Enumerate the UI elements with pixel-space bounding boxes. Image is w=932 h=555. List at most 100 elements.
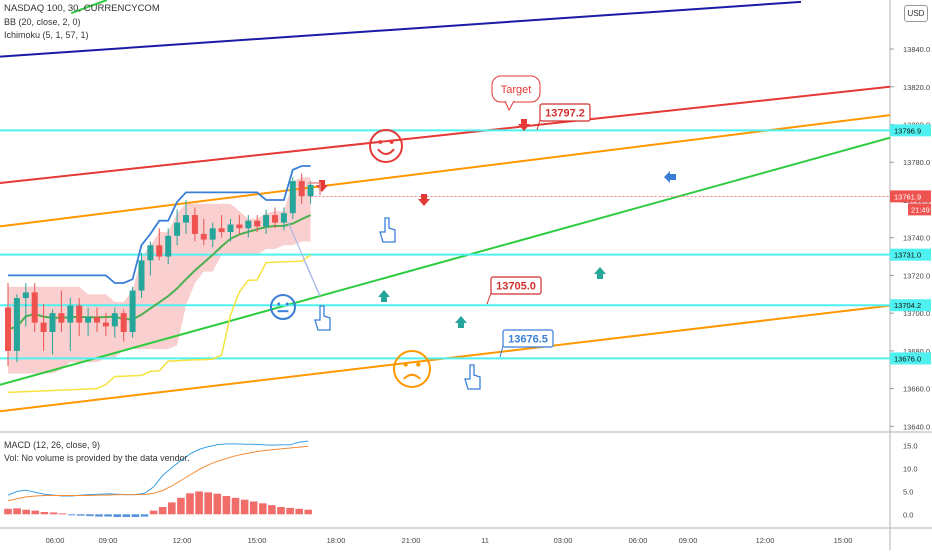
macd-histogram-bar	[131, 514, 140, 518]
neutral-face-icon-part	[285, 302, 289, 306]
macd-histogram-bar	[13, 508, 21, 515]
time-tick-label: 12:00	[756, 536, 775, 545]
time-tick-label: 03:00	[554, 536, 573, 545]
macd-histogram-bar	[186, 493, 194, 515]
macd-histogram-bar	[113, 514, 121, 518]
candle-body	[174, 222, 181, 236]
target-bubble-tail	[504, 100, 515, 112]
callout-pointer	[499, 345, 504, 358]
callout-pointer	[486, 292, 492, 305]
currency-button[interactable]: USD	[904, 5, 928, 22]
down-arrow-icon	[418, 194, 430, 206]
macd-histogram-bar	[49, 512, 58, 515]
price-tick-label: 13720.0	[903, 271, 930, 280]
bb-indicator-label[interactable]: BB (20, close, 2, 0)	[4, 17, 81, 27]
price-tick-label: 13840.0	[903, 45, 930, 54]
candle-body	[307, 184, 314, 197]
happy-face-icon-part	[378, 140, 383, 144]
up-arrow-icon	[378, 290, 390, 302]
left-arrow-icon	[664, 171, 676, 183]
candle-body	[147, 245, 154, 261]
macd-histogram-bar	[286, 507, 294, 515]
down-arrow-icon	[518, 119, 530, 131]
price-tick-label: 13660.0	[903, 385, 930, 394]
bollinger-lower-band	[7, 254, 312, 394]
last-price-label: 13761.9	[894, 192, 921, 201]
candle-body	[263, 215, 270, 227]
macd-histogram-bar	[58, 513, 67, 515]
macd-signal-line	[7, 445, 309, 502]
macd-histogram-bar	[168, 502, 176, 515]
trend-line-orange-upper	[0, 114, 891, 228]
neutral-face-icon-part	[270, 294, 296, 320]
candle-body	[120, 313, 127, 333]
price-tick-label: 13740.0	[903, 234, 930, 243]
candle-body	[22, 292, 29, 299]
macd-histogram-bar	[95, 514, 103, 517]
level-axis-tag	[890, 124, 931, 137]
trend-line-red	[0, 85, 891, 184]
candle-body	[49, 313, 56, 333]
macd-histogram-bar	[31, 510, 40, 515]
level-axis-tag	[890, 352, 931, 365]
candle-body	[94, 316, 100, 323]
up-arrow-icon	[455, 316, 467, 328]
macd-histogram-bar	[40, 512, 49, 515]
macd-histogram-bar	[140, 514, 149, 517]
candle-body	[165, 235, 172, 257]
candle-body	[13, 298, 20, 351]
time-tick-label: 11	[481, 536, 489, 545]
candle-body	[31, 292, 38, 323]
level-axis-tag	[890, 299, 931, 312]
macd-histogram-bar	[240, 499, 249, 515]
macd-indicator-label[interactable]: MACD (12, 26, close, 9)	[4, 440, 101, 450]
time-tick-label: 06:00	[46, 536, 65, 545]
candle-body	[85, 316, 92, 323]
candle-body	[40, 322, 47, 333]
macd-histogram-bar	[86, 514, 94, 517]
candle-body	[111, 313, 118, 327]
happy-face-icon-part	[369, 129, 403, 163]
candle-body	[183, 215, 189, 223]
level-axis-label: 13796.9	[894, 126, 921, 135]
price-tick-label: 13820.0	[903, 83, 930, 92]
level-axis-label: 13676.0	[894, 354, 921, 363]
bollinger-upper-band	[8, 165, 311, 284]
plot-background	[0, 0, 890, 528]
candle-body	[76, 305, 83, 323]
macd-histogram-bar	[222, 496, 231, 515]
surprised-face-icon	[393, 350, 431, 388]
macd-histogram-bar	[295, 508, 303, 515]
projection-line	[304, 261, 321, 297]
macd-histogram-bar	[195, 491, 203, 515]
macd-histogram-bar	[204, 492, 212, 515]
candle-body	[298, 181, 305, 197]
price-tick-label: 13640.0	[903, 422, 930, 431]
macd-histogram-bar	[231, 497, 240, 515]
ichimoku-indicator-label[interactable]: Ichimoku (5, 1, 57, 1)	[4, 30, 89, 40]
macd-histogram-bar	[259, 503, 267, 515]
candle-body	[67, 305, 74, 323]
macd-tick-label: 15.0	[903, 442, 918, 451]
candle-body	[129, 290, 136, 333]
macd-histogram-bar	[22, 509, 30, 515]
macd-histogram-bar	[104, 514, 112, 517]
macd-histogram-bar	[122, 514, 131, 518]
candle-body	[102, 322, 109, 327]
neutral-face-icon	[270, 294, 296, 320]
macd-histogram-bar	[77, 514, 85, 516]
candle-body	[5, 307, 11, 351]
candle-body	[138, 260, 145, 291]
pointing-hand-icon	[464, 364, 481, 390]
surprised-face-icon-part	[403, 362, 408, 367]
candle-body	[156, 245, 163, 257]
price-tick-label: 13780.0	[903, 158, 930, 167]
macd-histogram-bar	[158, 506, 167, 515]
ichimoku-cloud	[8, 177, 311, 374]
last-price-tag	[890, 190, 931, 203]
macd-tick-label: 0.0	[903, 510, 913, 519]
macd-tick-label: 5.0	[903, 487, 913, 496]
surprised-face-icon-part	[393, 350, 431, 388]
candle-body	[236, 224, 243, 229]
